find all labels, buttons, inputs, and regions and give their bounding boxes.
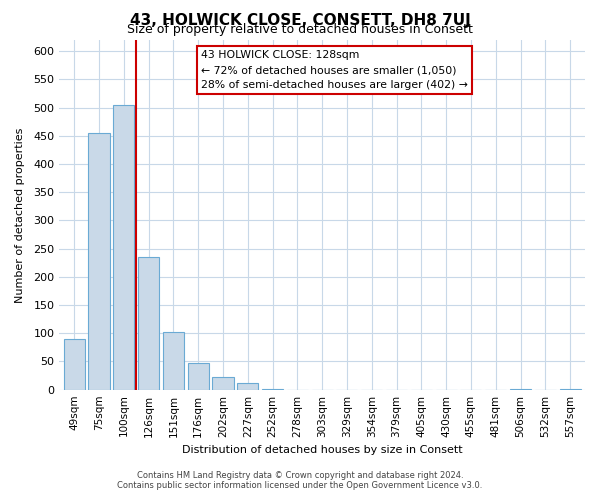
Bar	[510, 389, 531, 390]
Bar	[560, 389, 581, 390]
Bar	[237, 383, 259, 390]
Text: 43 HOLWICK CLOSE: 128sqm
← 72% of detached houses are smaller (1,050)
28% of sem: 43 HOLWICK CLOSE: 128sqm ← 72% of detach…	[201, 50, 468, 90]
Text: Contains HM Land Registry data © Crown copyright and database right 2024.
Contai: Contains HM Land Registry data © Crown c…	[118, 470, 482, 490]
Bar	[212, 378, 233, 390]
Bar	[64, 339, 85, 390]
Bar	[138, 257, 159, 390]
X-axis label: Distribution of detached houses by size in Consett: Distribution of detached houses by size …	[182, 445, 463, 455]
Text: 43, HOLWICK CLOSE, CONSETT, DH8 7UJ: 43, HOLWICK CLOSE, CONSETT, DH8 7UJ	[130, 12, 470, 28]
Bar	[113, 105, 134, 390]
Text: Size of property relative to detached houses in Consett: Size of property relative to detached ho…	[127, 22, 473, 36]
Bar	[88, 133, 110, 390]
Bar	[188, 363, 209, 390]
Y-axis label: Number of detached properties: Number of detached properties	[15, 127, 25, 302]
Bar	[163, 332, 184, 390]
Bar	[262, 389, 283, 390]
